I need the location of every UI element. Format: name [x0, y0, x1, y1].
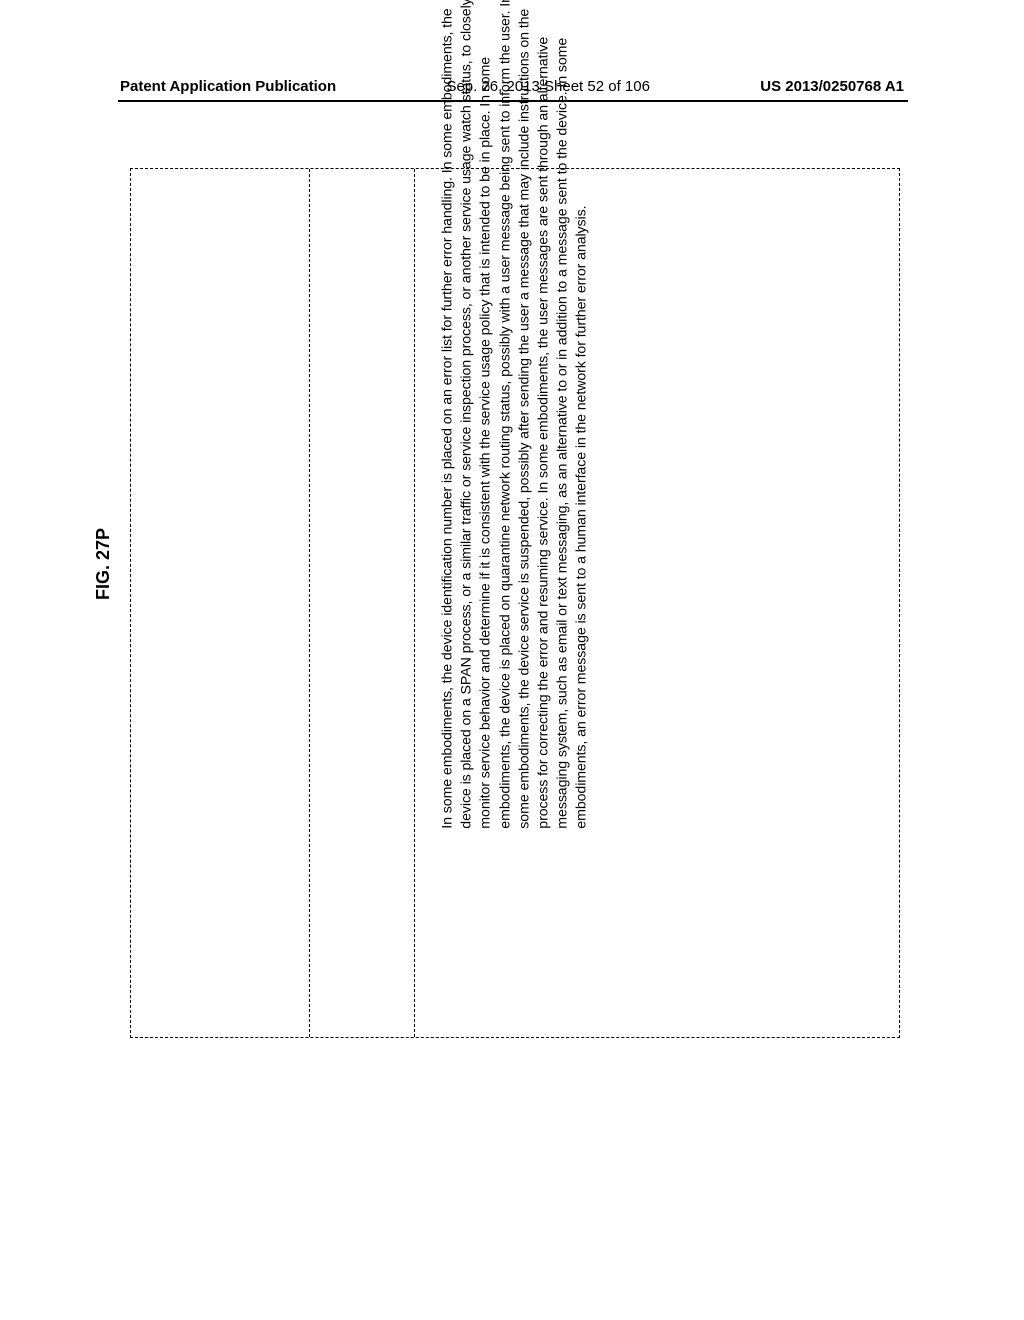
header-pub-number: US 2013/0250768 A1 [760, 78, 904, 95]
header-publication: Patent Application Publication [120, 78, 336, 95]
table-left-column [131, 169, 415, 1037]
table-right-column: In some embodiments, the device identifi… [415, 169, 899, 1037]
figure-label: FIG. 27P [93, 528, 114, 600]
figure-table: In some embodiments, the device identifi… [130, 168, 900, 1038]
table-left-divider [309, 169, 310, 1037]
figure-body-text: In some embodiments, the device identifi… [438, 0, 591, 829]
